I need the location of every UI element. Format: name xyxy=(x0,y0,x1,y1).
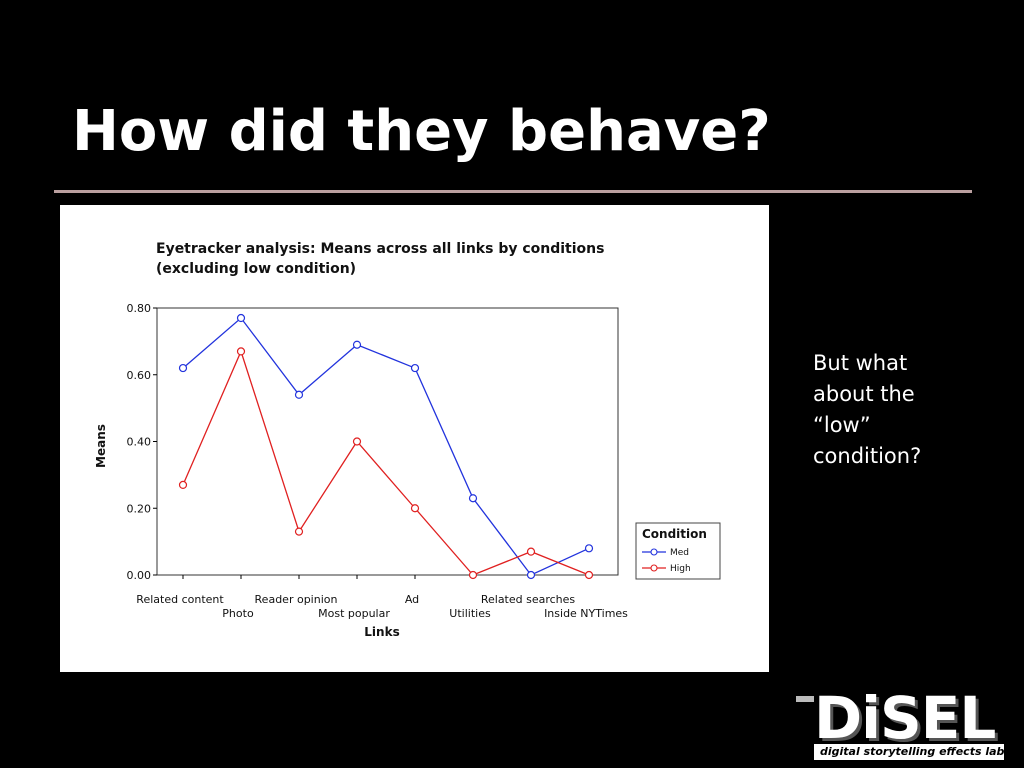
legend-swatch-marker xyxy=(650,564,658,572)
disel-logo: DiSEL digital storytelling effects lab xyxy=(796,688,1016,768)
data-point-med xyxy=(178,363,188,373)
legend-entry: Med xyxy=(670,548,689,558)
x-tick-label: Photo xyxy=(222,607,254,620)
logo-wordmark: DiSEL xyxy=(814,684,996,752)
data-point-high xyxy=(294,527,304,536)
data-point-med xyxy=(526,570,536,580)
y-axis-label: Means xyxy=(94,424,108,468)
y-tick-label: 0.00 xyxy=(127,569,152,582)
y-tick-label: 0.40 xyxy=(127,436,152,449)
side-note-line: “low” xyxy=(813,413,871,437)
legend-box xyxy=(635,522,721,580)
line-chart: Eyetracker analysis: Means across all li… xyxy=(94,241,721,639)
title-divider xyxy=(54,190,972,193)
data-point-med xyxy=(294,390,304,399)
legend-swatch-marker xyxy=(650,548,658,556)
data-point-med xyxy=(236,313,246,323)
data-point-high xyxy=(526,547,536,556)
side-note-line: condition? xyxy=(813,444,922,468)
y-tick-label: 0.60 xyxy=(127,369,152,382)
x-tick-label: Reader opinion xyxy=(255,593,338,606)
data-point-med xyxy=(468,494,478,503)
data-point-high xyxy=(584,570,594,580)
chart-title-line: Eyetracker analysis: Means across all li… xyxy=(156,241,604,257)
side-note-line: about the xyxy=(813,382,915,406)
data-point-med xyxy=(352,340,362,349)
x-tick-label: Related content xyxy=(136,593,224,606)
side-note: But what about the “low” condition? xyxy=(813,348,993,472)
data-point-high xyxy=(410,504,420,513)
plot-frame xyxy=(156,307,619,576)
data-point-med xyxy=(584,544,594,553)
y-tick-label: 0.80 xyxy=(127,302,152,315)
x-axis-label: Links xyxy=(364,625,399,639)
series-line-high xyxy=(182,349,590,576)
legend-entry: High xyxy=(670,564,691,574)
logo-tagline: digital storytelling effects lab xyxy=(820,745,1005,758)
x-tick-label: Utilities xyxy=(449,607,491,620)
logo-accent xyxy=(796,696,814,702)
series-line-med xyxy=(182,317,590,576)
chart-title-line: (excluding low condition) xyxy=(156,261,356,277)
x-tick-label: Most popular xyxy=(318,607,390,620)
y-tick-label: 0.20 xyxy=(127,502,152,515)
x-tick-label: Ad xyxy=(405,593,419,606)
data-point-high xyxy=(236,347,246,356)
logo-tagline-bar xyxy=(814,744,1004,760)
data-point-high xyxy=(178,480,188,489)
data-point-med xyxy=(410,363,420,373)
slide-title: How did they behave? xyxy=(72,99,771,164)
legend-title: Condition xyxy=(642,527,707,541)
side-note-line: But what xyxy=(813,351,908,375)
data-point-high xyxy=(468,570,478,580)
x-tick-label: Related searches xyxy=(481,593,576,606)
data-point-high xyxy=(352,437,362,446)
chart-panel: Eyetracker analysis: Means across all li… xyxy=(60,205,769,672)
x-tick-label: Inside NYTimes xyxy=(544,607,628,620)
